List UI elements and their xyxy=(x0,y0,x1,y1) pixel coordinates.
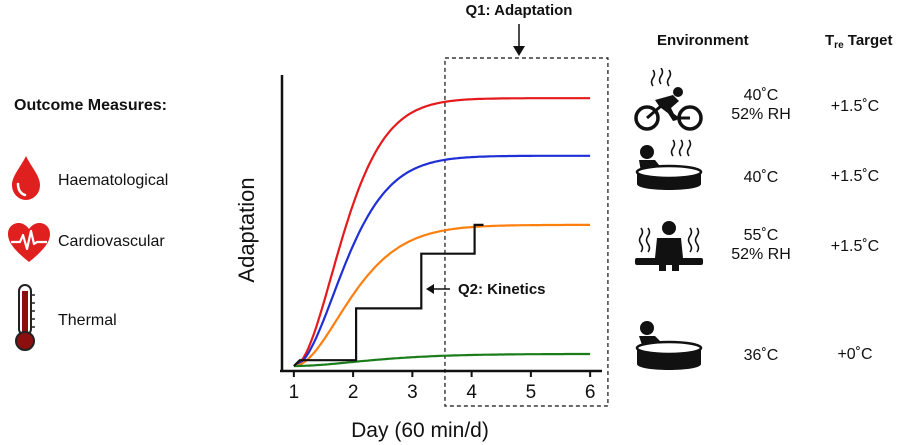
x-tick-label: 3 xyxy=(407,382,418,403)
environment-row-sauna: 55˚C 52% RH +1.5˚C xyxy=(615,218,900,288)
outcome-measures-panel: Outcome Measures: Haematological Cardiov… xyxy=(0,0,235,445)
tre-header-sub: re xyxy=(834,40,844,51)
tre-header-rest: Target xyxy=(843,32,893,49)
humidity-value: 52% RH xyxy=(731,106,791,123)
environment-row-cycling: 40˚C 52% RH +1.5˚C xyxy=(615,68,900,138)
hot-water-immersion-icon xyxy=(635,139,703,190)
outcome-thermal: Thermal xyxy=(6,283,231,351)
x-tick-label: 1 xyxy=(289,382,300,403)
outcome-haematological: Haematological xyxy=(6,152,231,212)
adaptation-chart: 1 2 3 4 5 6 Adaptation Day (60 min/d) Q1: Ada… xyxy=(234,2,609,442)
temperature-value: 40˚C xyxy=(743,87,779,104)
humidity-value: 52% RH xyxy=(731,246,791,263)
tre-target-header: Tre Target xyxy=(825,32,893,51)
blood-drop-icon xyxy=(12,156,40,200)
x-tick-label: 4 xyxy=(466,382,477,403)
outcome-cardiovascular: Cardiovascular xyxy=(6,222,231,282)
series-line-red xyxy=(293,97,591,368)
outcome-label-thermal: Thermal xyxy=(58,312,117,329)
series-line-blue xyxy=(293,154,591,368)
tre-target-value: +0˚C xyxy=(837,346,873,363)
y-axis-label: Adaptation xyxy=(234,177,259,282)
q2-annotation: Q2: Kinetics xyxy=(458,281,546,298)
outcome-measures-title: Outcome Measures: xyxy=(14,97,167,114)
heart-ecg-icon xyxy=(8,223,50,262)
tre-target-value: +1.5˚C xyxy=(830,238,880,255)
environment-conditions: 55˚C 52% RH xyxy=(725,226,797,264)
chart-plot-area: 1 2 3 4 5 6 xyxy=(289,57,609,407)
outcome-label-haematological: Haematological xyxy=(58,172,169,189)
q2-arrow-head xyxy=(426,284,434,294)
x-tick-label: 5 xyxy=(526,382,537,403)
temperature-value: 40˚C xyxy=(743,169,779,186)
series-line-green xyxy=(293,352,591,368)
q1-annotation: Q1: Adaptation xyxy=(466,2,573,19)
thermoneutral-immersion-icon xyxy=(635,321,703,370)
kinetics-step-line xyxy=(293,223,484,367)
sauna-icon xyxy=(635,221,703,271)
x-axis-label: Day (60 min/d) xyxy=(351,419,489,442)
thermometer-icon xyxy=(15,284,35,351)
tre-target-value: +1.5˚C xyxy=(830,168,880,185)
environment-conditions: 36˚C xyxy=(725,346,797,365)
tre-header-main: T xyxy=(825,32,835,49)
q1-arrow-head xyxy=(513,46,525,56)
q1-highlight-box xyxy=(444,57,609,407)
environment-row-hot-water: 40˚C +1.5˚C xyxy=(615,138,900,208)
tre-target-value: +1.5˚C xyxy=(830,98,880,115)
environment-panel: Environment Tre Target 40˚C 52% RH +1.5˚… xyxy=(615,0,900,445)
x-tick-label: 2 xyxy=(348,382,359,403)
temperature-value: 55˚C xyxy=(743,227,779,244)
cycling-heat-icon xyxy=(634,68,703,131)
environment-conditions: 40˚C 52% RH xyxy=(725,86,797,124)
environment-row-thermoneutral: 36˚C +0˚C xyxy=(615,318,900,388)
environment-header: Environment xyxy=(657,32,749,49)
series-line-orange xyxy=(293,223,591,368)
x-tick-label: 6 xyxy=(585,382,596,403)
outcome-label-cardiovascular: Cardiovascular xyxy=(58,233,165,250)
temperature-value: 36˚C xyxy=(743,347,779,364)
environment-conditions: 40˚C xyxy=(725,168,797,187)
